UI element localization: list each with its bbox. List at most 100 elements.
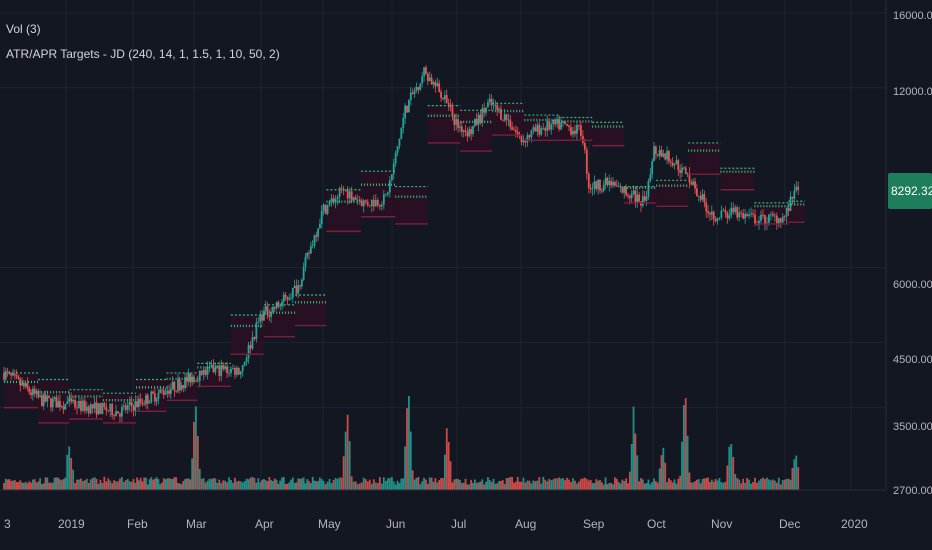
volume-bar (664, 462, 667, 490)
candle-body (472, 125, 474, 134)
atr-indicator-label[interactable]: ATR/APR Targets - JD (240, 14, 1, 1.5, 1… (6, 47, 280, 61)
volume-bar (438, 480, 441, 490)
candle-body (356, 199, 359, 201)
volume-bar (703, 478, 706, 490)
candle-body (460, 126, 463, 132)
volume-bar (309, 483, 312, 490)
candle-body (99, 403, 102, 414)
candle-body (332, 198, 335, 203)
volume-bar (673, 479, 676, 490)
candle-body (585, 149, 588, 174)
volume-bar (679, 475, 682, 490)
candle-body (78, 400, 80, 408)
candle-body (295, 285, 298, 294)
volume-bar (132, 479, 135, 490)
candle-body (554, 119, 557, 125)
candle-body (785, 208, 788, 217)
candle-body (430, 77, 433, 85)
candlesticks (3, 65, 800, 423)
atr-band-fill (326, 189, 361, 232)
candle-body (608, 180, 611, 185)
volume-bar (228, 477, 230, 490)
candle-body (695, 188, 698, 197)
candle-body (187, 373, 190, 382)
volume-bar (686, 435, 689, 490)
candle-body (286, 296, 289, 300)
volume-bar (411, 470, 414, 490)
candle-body (368, 205, 371, 207)
candle-body (134, 401, 137, 411)
candle-body (306, 252, 309, 258)
candle-body (15, 375, 18, 377)
y-axis[interactable]: 16000.00 12000.00 6000.00 4500.00 3500.0… (893, 10, 932, 497)
volume-bar (243, 481, 246, 490)
volume-bar (388, 477, 391, 490)
volume-bar (597, 480, 600, 490)
candle-body (591, 188, 594, 190)
candle-body (148, 402, 151, 404)
candle-body (528, 135, 531, 138)
volume-bar (589, 479, 592, 490)
volume-bar (234, 477, 236, 490)
volume-bar (374, 482, 377, 490)
volume-bar (645, 483, 648, 490)
volume-bar (453, 479, 456, 490)
volume-bar (324, 484, 327, 490)
volume-bar (608, 483, 611, 490)
candle-body (3, 372, 5, 380)
volume-bar (46, 477, 49, 490)
x-tick-label: Jun (386, 517, 405, 531)
candle-body (744, 214, 747, 219)
volume-bar (606, 484, 609, 490)
candle-body (26, 383, 29, 388)
volume-bar (764, 479, 766, 490)
volume-bar (552, 479, 555, 490)
volume-bar (107, 478, 110, 490)
volume-bar (273, 478, 276, 490)
volume-bar (212, 477, 215, 490)
volume-bar (579, 479, 582, 490)
candle-body (516, 132, 519, 135)
candle-body (243, 362, 246, 366)
candle-body (558, 119, 561, 130)
last-price-badge-bg (888, 173, 932, 209)
candle-body (736, 207, 739, 218)
volume-bar (649, 484, 652, 490)
candle-body (522, 140, 525, 143)
candle-body (336, 196, 339, 199)
candle-body (793, 190, 796, 199)
volume-bar (576, 483, 578, 490)
volume-bar (266, 481, 269, 490)
candle-body (470, 129, 473, 134)
volume-bar (655, 481, 657, 490)
volume-bar (42, 483, 45, 490)
candle-body (494, 104, 497, 106)
candle-body (311, 245, 314, 247)
candle-body (697, 195, 700, 197)
volume-bar (162, 478, 165, 490)
volume-bar (485, 481, 487, 490)
candle-body (253, 337, 256, 340)
volume-bar (408, 395, 410, 490)
candle-body (415, 87, 418, 91)
x-axis[interactable]: 3 2019 Feb Mar Apr May Jun Jul Aug Sep O… (4, 517, 868, 531)
candle-body (509, 119, 512, 128)
volume-indicator-label[interactable]: Vol (3) (6, 22, 41, 36)
candle-body (490, 98, 493, 106)
candle-body (542, 127, 545, 129)
candle-body (632, 190, 635, 194)
volume-bar (516, 476, 519, 490)
volume-bars (3, 395, 800, 490)
candle-body (679, 170, 682, 173)
volume-bar (445, 428, 448, 490)
candle-body (630, 193, 633, 199)
candle-body (728, 215, 731, 219)
volume-bar (322, 480, 325, 490)
candle-body (216, 365, 219, 368)
candle-body (534, 127, 537, 132)
volume-bar (81, 481, 84, 490)
candle-body (627, 194, 629, 197)
candle-body (111, 403, 114, 416)
volume-bar (247, 479, 250, 490)
